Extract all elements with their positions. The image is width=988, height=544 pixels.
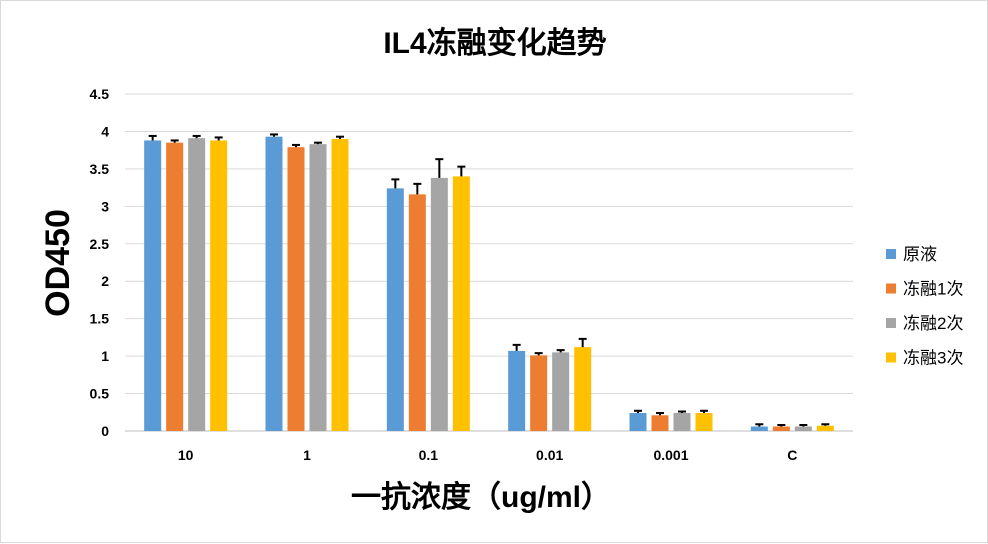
error-bar [534, 352, 543, 356]
error-bar [578, 337, 587, 348]
y-tick-label: 3 [101, 198, 109, 214]
bar [508, 350, 526, 431]
legend-swatch [886, 283, 896, 294]
y-tick-label: 1 [101, 348, 109, 364]
bar [408, 194, 426, 431]
bar [629, 413, 647, 431]
bar [552, 352, 570, 431]
x-tick-label: 0.001 [653, 447, 688, 463]
legend-item: 冻融2次 [886, 314, 963, 333]
error-bar [634, 409, 642, 414]
bar [695, 413, 713, 431]
bar [144, 140, 162, 432]
y-tick-label: 1.5 [90, 311, 110, 327]
bar [651, 415, 669, 431]
y-tick-label: 0.5 [90, 386, 110, 402]
bar [287, 147, 305, 431]
error-bar [799, 424, 808, 427]
legend-item: 原液 [886, 245, 937, 264]
x-tick-label: 1 [303, 447, 311, 463]
error-bar [700, 409, 708, 414]
error-bar [821, 423, 830, 426]
bars [144, 133, 834, 432]
legend-swatch [886, 352, 896, 363]
error-bar [777, 424, 786, 427]
y-tick-label: 2.5 [90, 236, 110, 252]
y-tick-label: 4 [101, 123, 109, 139]
legend-label: 冻融1次 [903, 280, 963, 299]
bar [452, 176, 470, 431]
error-bar [192, 134, 201, 139]
error-bar [556, 349, 565, 353]
bar [265, 136, 283, 432]
error-bar [435, 158, 444, 178]
bar [794, 426, 812, 431]
y-tick-label: 4.5 [90, 86, 110, 102]
y-tick-label: 2 [101, 273, 109, 289]
error-bar [292, 143, 300, 148]
x-tick-label: C [787, 447, 797, 463]
error-bar [148, 134, 157, 141]
gridlines [125, 93, 853, 432]
bar [816, 425, 834, 431]
x-tick-label: 0.1 [419, 447, 439, 463]
y-axis-ticks: 0 0.5 1 1.5 2 2.5 3 3.5 4 4.5 [90, 86, 110, 439]
bar [188, 138, 206, 431]
legend-label: 冻融2次 [903, 314, 963, 333]
y-axis-label: OD450 [39, 209, 77, 317]
x-axis-ticks: 10 1 0.1 0.01 0.001 C [178, 447, 798, 463]
x-tick-label: 0.01 [536, 447, 563, 463]
legend-swatch [886, 318, 896, 328]
legend-swatch [886, 249, 896, 259]
error-bar [336, 135, 344, 139]
bar [210, 140, 228, 432]
error-bar [656, 412, 664, 416]
bar [166, 142, 184, 431]
error-bar [457, 165, 466, 177]
bar [530, 355, 548, 431]
legend-item: 冻融1次 [886, 280, 963, 299]
error-bar [214, 136, 223, 141]
bar [772, 426, 790, 431]
error-bar [270, 133, 278, 137]
bar [309, 144, 327, 432]
error-bar [170, 139, 179, 143]
y-tick-label: 0 [101, 423, 109, 439]
chart-title: IL4冻融变化趋势 [383, 26, 606, 60]
y-tick-label: 3.5 [90, 161, 110, 177]
bar [750, 426, 768, 431]
legend-label: 冻融3次 [903, 349, 963, 368]
bar [673, 413, 691, 431]
x-axis-label: 一抗浓度（ug/ml） [351, 480, 611, 514]
bar [430, 177, 448, 431]
legend-label: 原液 [903, 245, 937, 264]
error-bar [413, 182, 422, 195]
error-bar [678, 410, 686, 414]
x-tick-label: 10 [178, 447, 194, 463]
error-bar [391, 178, 400, 189]
error-bar [755, 423, 764, 427]
legend-item: 冻融3次 [886, 349, 963, 368]
bar [331, 138, 349, 431]
error-bar [314, 141, 322, 145]
bar [574, 347, 592, 431]
bar [386, 188, 404, 431]
error-bar [512, 343, 521, 351]
